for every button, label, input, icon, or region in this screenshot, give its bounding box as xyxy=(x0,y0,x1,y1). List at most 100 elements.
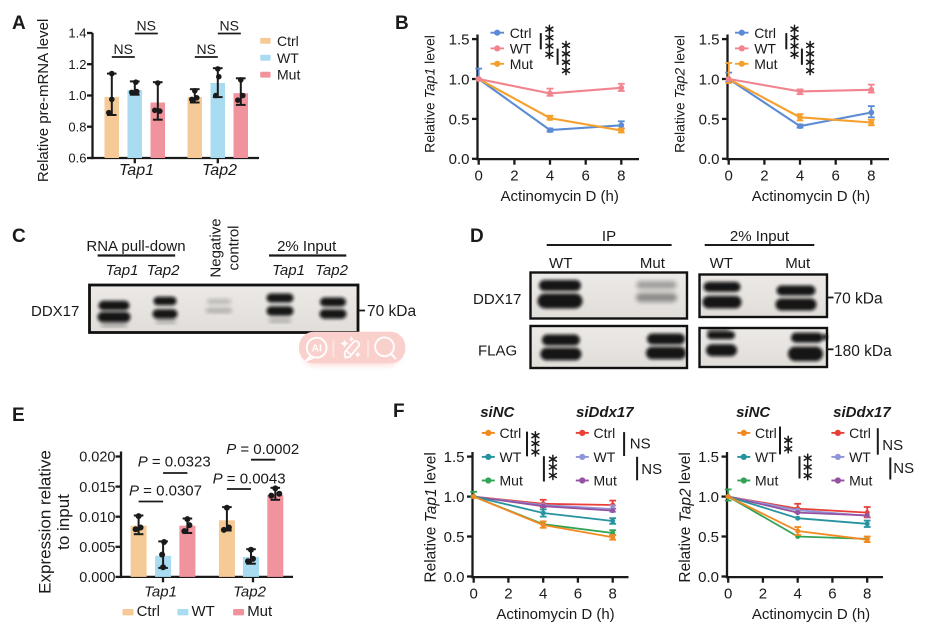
svg-text:control: control xyxy=(226,225,243,270)
svg-text:Mut: Mut xyxy=(594,473,617,489)
svg-text:0.0: 0.0 xyxy=(698,569,719,586)
svg-text:Relative Tap1 level: Relative Tap1 level xyxy=(422,35,438,153)
svg-text:2: 2 xyxy=(510,168,518,185)
svg-text:0.5: 0.5 xyxy=(699,111,720,128)
svg-text:2: 2 xyxy=(504,586,512,603)
svg-text:0.0: 0.0 xyxy=(449,151,470,168)
svg-text:A: A xyxy=(12,13,26,34)
svg-text:Tap2: Tap2 xyxy=(202,162,237,179)
svg-text:Tap1: Tap1 xyxy=(272,262,305,279)
svg-text:NS: NS xyxy=(196,41,215,57)
svg-text:Mut: Mut xyxy=(277,67,300,83)
svg-text:1.5: 1.5 xyxy=(449,32,470,49)
svg-text:siNC: siNC xyxy=(480,404,515,421)
svg-text:Actinomycin D (h): Actinomycin D (h) xyxy=(501,188,619,205)
svg-text:0: 0 xyxy=(475,168,483,185)
svg-text:Mut: Mut xyxy=(755,473,778,489)
svg-text:Ctrl: Ctrl xyxy=(510,25,532,41)
svg-text:NS: NS xyxy=(136,18,155,34)
svg-text:0.020: 0.020 xyxy=(79,450,115,466)
svg-text:8: 8 xyxy=(863,586,871,603)
svg-text:1.4: 1.4 xyxy=(68,26,86,41)
svg-text:NS: NS xyxy=(630,435,651,452)
svg-text:P = 0.0043: P = 0.0043 xyxy=(213,471,286,488)
svg-text:Ctrl: Ctrl xyxy=(755,425,777,441)
svg-text:DDX17: DDX17 xyxy=(31,303,79,320)
svg-text:C: C xyxy=(12,226,26,247)
svg-text:B: B xyxy=(395,13,409,34)
svg-text:P = 0.0002: P = 0.0002 xyxy=(226,441,299,458)
svg-text:Mut: Mut xyxy=(247,603,273,620)
svg-text:NS: NS xyxy=(882,437,903,454)
svg-text:WT: WT xyxy=(500,449,522,465)
svg-text:siNC: siNC xyxy=(736,404,771,421)
svg-text:4: 4 xyxy=(546,168,554,185)
svg-text:Tap1: Tap1 xyxy=(106,262,139,279)
svg-text:WT: WT xyxy=(755,449,777,465)
svg-text:P = 0.0307: P = 0.0307 xyxy=(129,483,202,500)
svg-text:Tap1: Tap1 xyxy=(119,162,154,179)
svg-text:Negative: Negative xyxy=(208,218,225,277)
svg-text:Mut: Mut xyxy=(500,473,523,489)
svg-text:Ctrl: Ctrl xyxy=(500,425,522,441)
svg-text:0.8: 0.8 xyxy=(68,119,86,134)
svg-text:0.6: 0.6 xyxy=(68,151,86,166)
svg-text:1.5: 1.5 xyxy=(698,449,719,466)
svg-text:AI: AI xyxy=(311,343,322,355)
svg-text:6: 6 xyxy=(574,586,582,603)
svg-text:WT: WT xyxy=(192,603,215,620)
svg-text:Relative pre-mRNA level: Relative pre-mRNA level xyxy=(35,19,52,182)
svg-text:Mut: Mut xyxy=(754,56,777,72)
svg-text:NS: NS xyxy=(893,460,914,477)
svg-text:Actinomycin D (h): Actinomycin D (h) xyxy=(496,606,614,622)
svg-text:6: 6 xyxy=(828,586,836,603)
svg-text:8: 8 xyxy=(617,168,625,185)
svg-text:Relative Tap2 level: Relative Tap2 level xyxy=(672,35,688,153)
svg-text:6: 6 xyxy=(582,168,590,185)
svg-text:NS: NS xyxy=(219,18,238,34)
svg-text:NS: NS xyxy=(641,461,662,478)
svg-text:70 kDa: 70 kDa xyxy=(834,291,883,308)
svg-text:0.5: 0.5 xyxy=(444,529,465,546)
svg-text:E: E xyxy=(12,405,25,426)
svg-text:8: 8 xyxy=(867,168,875,185)
svg-text:1.0: 1.0 xyxy=(444,489,465,506)
svg-text:180 kDa: 180 kDa xyxy=(834,343,892,360)
svg-text:0: 0 xyxy=(725,168,733,185)
svg-text:FLAG: FLAG xyxy=(478,343,517,360)
svg-text:Mut: Mut xyxy=(849,473,872,489)
svg-text:DDX17: DDX17 xyxy=(473,291,521,308)
svg-text:to input: to input xyxy=(54,494,73,550)
svg-text:Ctrl: Ctrl xyxy=(277,33,299,49)
svg-text:0.010: 0.010 xyxy=(79,510,115,526)
svg-text:0.005: 0.005 xyxy=(79,540,115,556)
svg-text:2: 2 xyxy=(760,168,768,185)
svg-text:Ctrl: Ctrl xyxy=(849,425,871,441)
svg-text:WT: WT xyxy=(710,255,733,272)
svg-text:0.5: 0.5 xyxy=(449,111,470,128)
svg-text:0.0: 0.0 xyxy=(444,569,465,586)
svg-text:6: 6 xyxy=(832,168,840,185)
svg-text:1.0: 1.0 xyxy=(68,88,86,103)
svg-text:Tap2: Tap2 xyxy=(233,584,266,601)
svg-text:1.0: 1.0 xyxy=(698,489,719,506)
svg-text:Expression relative: Expression relative xyxy=(36,450,55,594)
svg-text:Ctrl: Ctrl xyxy=(137,603,160,620)
svg-text:IP: IP xyxy=(602,228,616,245)
svg-text:8: 8 xyxy=(609,586,617,603)
svg-text:2% Input: 2% Input xyxy=(277,238,337,255)
svg-text:D: D xyxy=(470,226,484,247)
svg-text:F: F xyxy=(393,401,405,422)
svg-text:Tap1: Tap1 xyxy=(144,584,177,601)
svg-text:0: 0 xyxy=(724,586,732,603)
svg-text:2% Input: 2% Input xyxy=(730,228,790,245)
svg-text:4: 4 xyxy=(539,586,547,603)
svg-text:Mut: Mut xyxy=(640,255,666,272)
svg-text:WT: WT xyxy=(277,50,299,66)
svg-text:0.5: 0.5 xyxy=(698,529,719,546)
svg-text:Relative Tap1 level: Relative Tap1 level xyxy=(422,452,439,582)
svg-text:1.0: 1.0 xyxy=(699,71,720,88)
svg-text:Tap2: Tap2 xyxy=(147,262,180,279)
svg-text:WT: WT xyxy=(849,449,871,465)
svg-text:0.000: 0.000 xyxy=(79,570,115,586)
